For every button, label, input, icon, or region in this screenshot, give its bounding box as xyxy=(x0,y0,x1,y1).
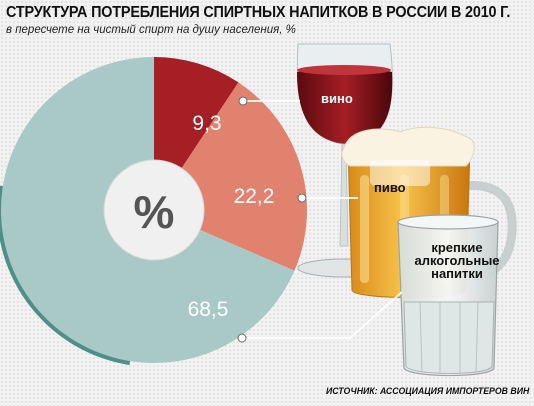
category-label-beer: пиво xyxy=(374,180,406,195)
chart-subtitle: в пересчете на чистый спирт на душу насе… xyxy=(6,24,296,36)
donut-slice-beer xyxy=(181,82,307,271)
donut-slice-spirits xyxy=(1,57,295,363)
slice-value-wine: 9,3 xyxy=(192,112,221,135)
donut-chart xyxy=(1,57,307,363)
donut-slice-wine xyxy=(154,57,239,169)
leader-lines xyxy=(237,96,403,343)
category-label-wine: вино xyxy=(321,91,353,106)
source-note: ИСТОЧНИК: АССОЦИАЦИЯ ИМПОРТЕРОВ ВИН xyxy=(326,386,530,397)
leader-dot-beer xyxy=(297,193,307,203)
spirits-glass-illustration xyxy=(397,214,499,377)
leader-dot-wine xyxy=(238,96,248,106)
category-label-spirits-line2: алкогольные xyxy=(414,253,499,268)
slice-value-beer: 22,2 xyxy=(234,185,275,208)
leader-dot-spirits xyxy=(237,333,247,343)
category-label-spirits-line1: крепкие xyxy=(431,240,482,255)
chart-title: СТРУКТУРА ПОТРЕБЛЕНИЯ СПИРТНЫХ НАПИТКОВ … xyxy=(6,4,511,21)
donut-hole xyxy=(103,159,205,261)
slice-value-spirits: 68,5 xyxy=(188,298,229,321)
category-label-spirits-line3: напитки xyxy=(431,266,483,281)
center-percent-symbol: % xyxy=(134,186,175,238)
leader-line-spirits xyxy=(242,291,403,339)
